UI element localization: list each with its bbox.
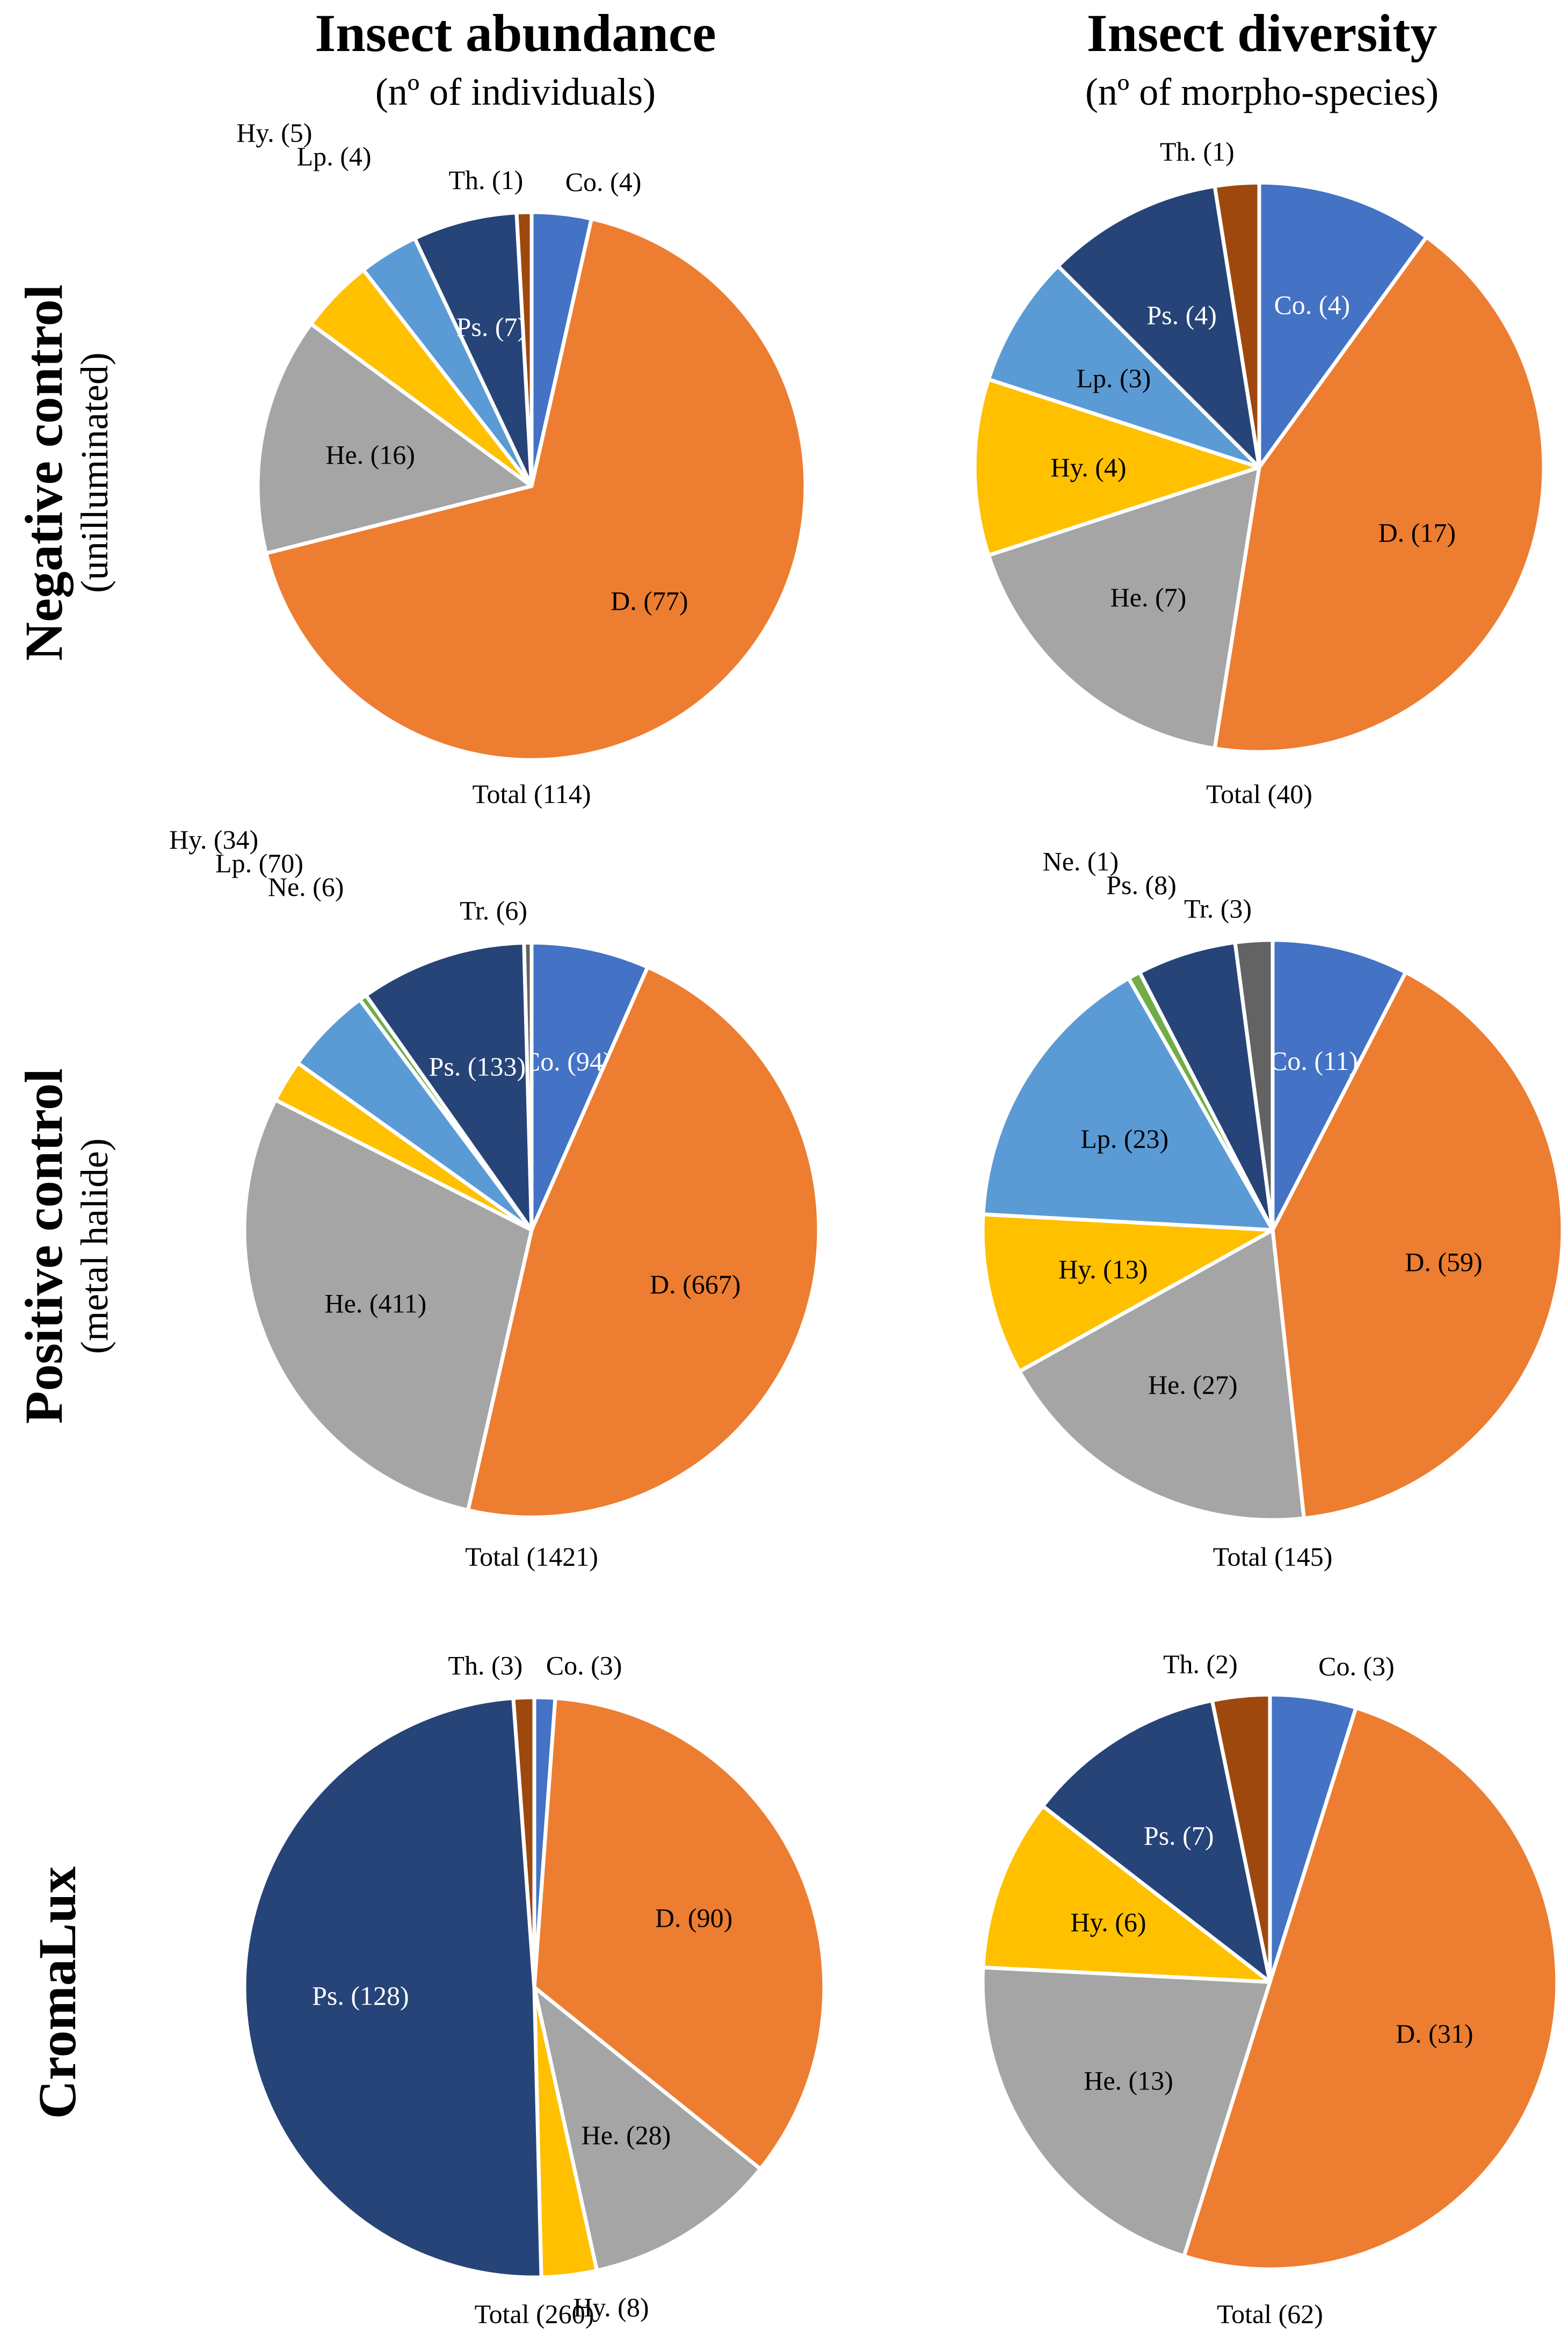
row-header-negative: Negative control (unilluminated) — [14, 285, 116, 661]
pie-chart-cromalux-abundance: D. (90) He. (28) Ps. (128) Co. (3) Hy. (8) Th… — [242, 1650, 826, 2329]
column-subtitle-abundance: (nº of individuals) — [375, 70, 656, 113]
pie-slice-th — [514, 210, 534, 488]
slice-label-co: Co. (4) — [1274, 290, 1350, 320]
slice-label-ne: Ne. (6) — [268, 872, 344, 902]
column-title-abundance: Insect abundance — [315, 3, 716, 63]
slice-label-lp: Lp. (23) — [1080, 1124, 1168, 1154]
pie-slice-ps — [1041, 1698, 1272, 1984]
slice-label-he: He. (13) — [1084, 2065, 1173, 2095]
slice-label-he: He. (411) — [325, 1288, 427, 1318]
slice-label-he: He. (7) — [1110, 582, 1187, 612]
pie-slice-ps — [1056, 184, 1261, 469]
pie-slice-th — [1210, 1692, 1272, 1984]
row-header-cromalux: CromaLux — [27, 1866, 87, 2119]
pie-slice-he — [1018, 1228, 1306, 1522]
pie-slice-hy — [972, 377, 1261, 558]
pie-slice-hy — [981, 1212, 1275, 1373]
pie-chart-cromalux-diversity: D. (31) He. (13) Hy. (6) Ps. (7) Co. (3) Th. … — [981, 1649, 1557, 2329]
slice-label-he: He. (28) — [582, 2120, 671, 2150]
slice-label-d: D. (17) — [1378, 518, 1456, 548]
pie-slice-d — [532, 1696, 826, 2171]
slice-label-hy: Hy. (34) — [169, 824, 258, 855]
pie-slice-d — [1213, 235, 1546, 754]
slice-label-co: Co. (11) — [1269, 1046, 1358, 1076]
pie-slice-d — [466, 965, 821, 1520]
pie-slice-he — [242, 1098, 534, 1513]
pie-slice-he — [986, 465, 1261, 750]
slice-label-d: D. (31) — [1396, 2018, 1473, 2049]
slice-label-he: He. (16) — [325, 439, 415, 469]
slice-label-hy: Hy. (13) — [1058, 1254, 1148, 1284]
pie-slice-hy — [981, 1804, 1272, 1984]
pie-slice-ps — [1137, 940, 1275, 1232]
pie-slice-lp — [981, 976, 1275, 1232]
pie-slice-th — [1213, 180, 1261, 469]
slice-label-ne: Ne. (1) — [1043, 846, 1119, 876]
slice-label-co: Co. (3) — [1318, 1651, 1395, 1681]
pie-slice-he — [532, 1985, 763, 2273]
total-label: Total (145) — [1213, 1542, 1333, 1572]
pie-slice-d — [1184, 1708, 1557, 2269]
pie-slice-tr — [1233, 938, 1275, 1232]
slice-label-ps: Ps. (7) — [456, 312, 527, 342]
slice-label-co: Co. (4) — [565, 167, 642, 197]
slice-label-ps: Ps. (8) — [1106, 870, 1177, 900]
row-subtitle-positive-control: (metal halide) — [73, 1138, 116, 1354]
slice-label-tr: Tr. (6) — [460, 895, 527, 925]
pie-slice-ps — [242, 1696, 543, 2280]
pie-chart-positive-diversity: Co. (11) D. (59) He. (27) Hy. (13) Lp. (23) T… — [981, 846, 1565, 1572]
pie-slice-co — [1257, 180, 1429, 469]
slice-label-d: D. (77) — [611, 585, 688, 616]
total-label: Total (114) — [473, 779, 591, 809]
slice-label-d: D. (59) — [1405, 1247, 1482, 1277]
total-label: Total (1421) — [465, 1542, 598, 1572]
column-title-diversity: Insect diversity — [1087, 3, 1438, 63]
pie-slice-ps — [412, 211, 534, 488]
slice-label-co: Co. (94) — [522, 1046, 612, 1076]
slice-label-th: Th. (1) — [1160, 136, 1235, 167]
slice-label-ps: Ps. (133) — [429, 1051, 526, 1081]
slice-label-th: Th. (3) — [448, 1650, 522, 1680]
row-title-negative-control: Negative control — [14, 285, 74, 661]
slice-label-ps: Ps. (7) — [1144, 1821, 1214, 1851]
slice-label-ps: Ps. (4) — [1146, 300, 1217, 330]
slice-label-lp: Lp. (4) — [297, 141, 372, 171]
slice-label-co: Co. (3) — [546, 1650, 622, 1680]
pie-chart-positive-abundance: Co. (94) D. (667) He. (411) Ps. (133) Tr. (6… — [169, 824, 821, 1572]
slice-label-ps: Ps. (128) — [312, 1981, 409, 2011]
slice-label-he: He. (27) — [1148, 1370, 1238, 1400]
pie-slice-d — [1271, 970, 1565, 1521]
slice-label-hy: Hy. (8) — [573, 2292, 649, 2322]
row-title-cromalux: CromaLux — [27, 1866, 87, 2119]
column-subtitle-diversity: (nº of morpho-species) — [1085, 70, 1439, 113]
slice-label-d: D. (667) — [650, 1269, 741, 1299]
row-title-positive-control: Positive control — [14, 1068, 74, 1424]
slice-label-hy: Hy. (6) — [1070, 1907, 1146, 1937]
slice-label-hy: Hy. (5) — [236, 118, 312, 148]
pie-slice-ps — [364, 940, 534, 1232]
slice-label-d: D. (90) — [655, 1903, 732, 1933]
slice-label-hy: Hy. (4) — [1050, 452, 1126, 482]
pie-slice-co — [529, 940, 650, 1232]
total-label: Total (40) — [1206, 779, 1312, 809]
row-subtitle-negative-control: (unilluminated) — [73, 352, 116, 593]
slice-label-th: Th. (2) — [1163, 1649, 1238, 1679]
row-header-positive: Positive control (metal halide) — [14, 1068, 116, 1424]
pie-slice-he — [981, 1965, 1272, 2258]
slice-label-lp: Lp. (70) — [215, 848, 303, 878]
total-label: Total (62) — [1217, 2299, 1323, 2329]
pie-slice-d — [264, 216, 808, 762]
pie-slice-lp — [986, 264, 1261, 469]
pie-chart-negative-abundance: D. (77) He. (16) Ps. (7) Co. (4) Th. (1) Lp. … — [236, 118, 808, 809]
total-label: Total (260) — [475, 2299, 594, 2329]
slice-label-th: Th. (1) — [448, 165, 523, 195]
pie-slice-th — [511, 1695, 536, 1989]
pie-slice-tr — [522, 940, 534, 1232]
slice-label-tr: Tr. (3) — [1184, 893, 1252, 923]
pie-slice-he — [256, 322, 534, 555]
slice-label-lp: Lp. (3) — [1076, 363, 1151, 393]
pie-chart-negative-diversity: Co. (4) D. (17) He. (7) Hy. (4) Lp. (3) Ps. (… — [972, 136, 1546, 809]
pie-slice-co — [1271, 938, 1408, 1232]
